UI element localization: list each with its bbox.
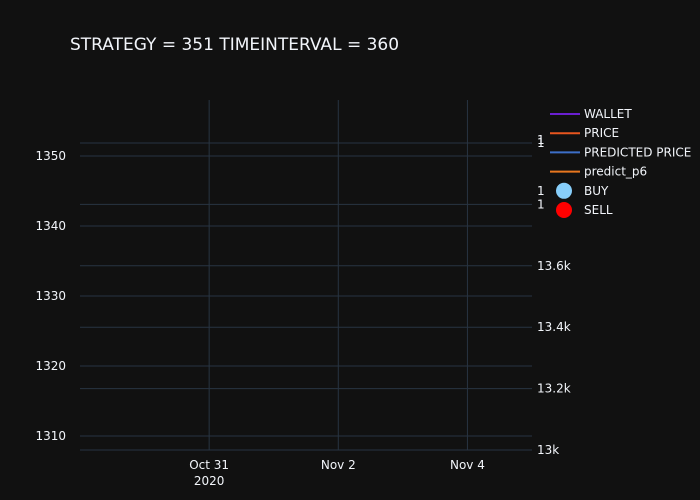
y-left-tick-label: 1350 [35, 149, 66, 163]
legend[interactable]: WALLET PRICE PREDICTED PRICE predict_p6 BUY S… [544, 104, 700, 220]
x-axis: Oct 31 2020 Nov 2 Nov 4 [189, 458, 485, 488]
legend-marker-swatch [556, 202, 572, 218]
y-left-tick-label: 1340 [35, 219, 66, 233]
grid-lines [80, 100, 532, 450]
y-left-tick-label: 1320 [35, 359, 66, 373]
legend-label: WALLET [584, 107, 632, 121]
y-axis-left: 1310 1320 1330 1340 1350 [35, 149, 66, 443]
y-left-tick-label: 1310 [35, 429, 66, 443]
legend-marker-swatch [556, 183, 572, 199]
legend-label: BUY [584, 184, 609, 198]
y-right-tick-label: 13k [537, 443, 559, 457]
x-tick-label: Nov 2 [321, 458, 356, 472]
legend-background [544, 104, 700, 220]
x-tick-label: Oct 31 [189, 458, 229, 472]
y-right-tick-label: 13.4k [537, 320, 571, 334]
x-tick-label: Nov 4 [450, 458, 485, 472]
legend-label: PREDICTED PRICE [584, 145, 691, 159]
chart-title: STRATEGY = 351 TIMEINTERVAL = 360 [70, 35, 399, 55]
legend-label: PRICE [584, 126, 619, 140]
y-right-tick-label: 13.6k [537, 259, 571, 273]
legend-label: SELL [584, 203, 613, 217]
legend-label: predict_p6 [584, 165, 647, 179]
y-left-tick-label: 1330 [35, 289, 66, 303]
legend-item-sell[interactable]: SELL [556, 202, 613, 218]
y-right-tick-label: 13.2k [537, 382, 571, 396]
x-tick-sublabel: 2020 [194, 474, 225, 488]
